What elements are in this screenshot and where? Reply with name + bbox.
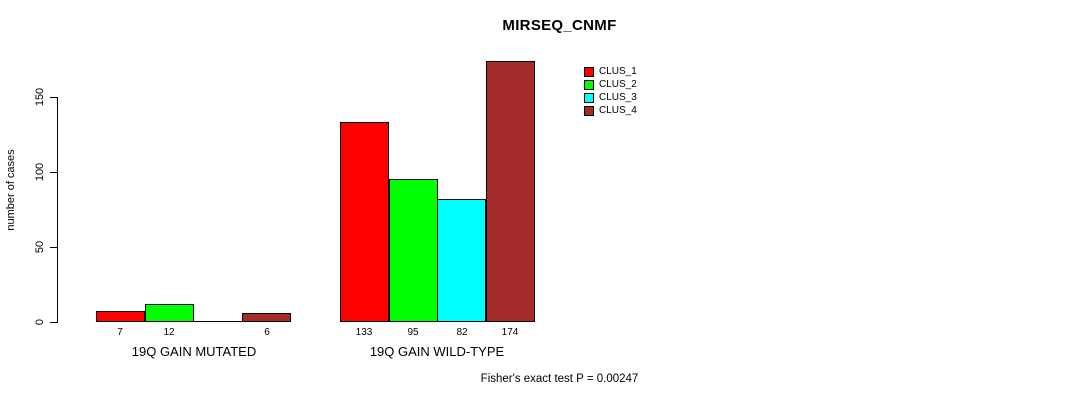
legend-item-label: CLUS_2 (599, 79, 637, 90)
bar-clus_1-group1 (96, 311, 145, 322)
bar-value-label: 7 (117, 327, 123, 338)
y-axis-tick (50, 97, 58, 98)
bar-clus_4-group1 (242, 313, 291, 322)
legend-swatch (584, 92, 594, 103)
bar-value-label: 82 (456, 327, 468, 338)
y-axis-tick-label: 0 (34, 318, 46, 326)
chart-title: MIRSEQ_CNMF (502, 17, 617, 34)
annotation-fisher-test: Fisher's exact test P = 0.00247 (480, 373, 639, 385)
legend-item-label: CLUS_1 (599, 66, 637, 77)
legend-item: CLUS_2 (584, 78, 637, 91)
bar-clus_3-group2 (437, 199, 486, 322)
y-axis-tick-label: 150 (34, 87, 46, 107)
y-axis-tick-label: 50 (34, 240, 46, 254)
legend-swatch (584, 79, 594, 90)
y-axis-tick (50, 322, 58, 323)
legend: CLUS_1 CLUS_2 CLUS_3 CLUS_4 (584, 65, 637, 117)
bar-value-label: 12 (163, 327, 175, 338)
y-axis-line (57, 97, 58, 323)
legend-swatch (584, 66, 594, 77)
bar-clus_3-group1 (194, 321, 243, 322)
legend-swatch (584, 105, 594, 116)
bar-clus_2-group1 (145, 304, 194, 322)
legend-item-label: CLUS_3 (599, 92, 637, 103)
legend-item-label: CLUS_4 (599, 105, 637, 116)
bar-value-label: 174 (501, 327, 519, 338)
bar-value-label: 6 (264, 327, 270, 338)
bar-clus_2-group2 (389, 179, 438, 322)
y-axis-tick (50, 172, 58, 173)
legend-item: CLUS_3 (584, 91, 637, 104)
bar-value-label: 133 (355, 327, 373, 338)
y-axis-tick (50, 247, 58, 248)
x-axis-group-label: 19Q GAIN MUTATED (131, 344, 257, 359)
legend-item: CLUS_1 (584, 65, 637, 78)
y-axis-tick-label: 100 (34, 162, 46, 182)
bar-value-label: 95 (407, 327, 419, 338)
legend-item: CLUS_4 (584, 104, 637, 117)
bar-clus_1-group2 (340, 122, 389, 322)
x-axis-group-label: 19Q GAIN WILD-TYPE (369, 344, 505, 359)
bar-clus_4-group2 (486, 61, 535, 322)
